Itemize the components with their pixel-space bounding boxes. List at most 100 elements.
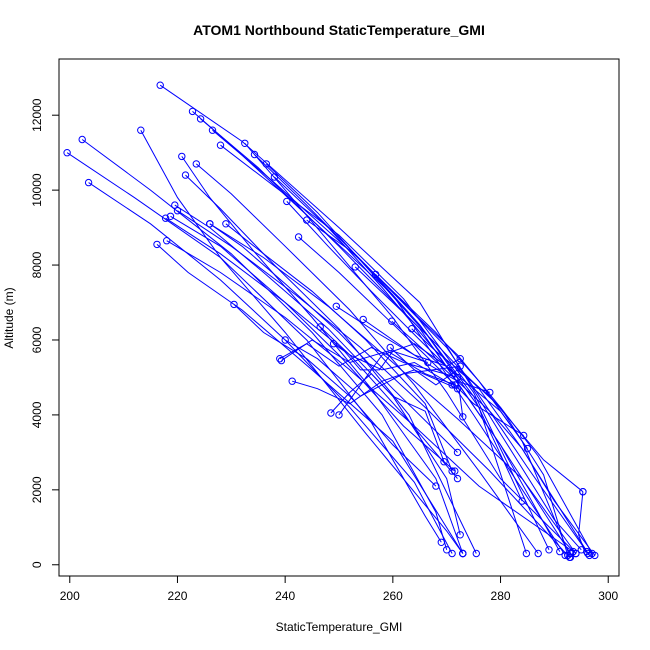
series-line	[177, 210, 570, 558]
data-point	[276, 355, 284, 363]
data-point	[294, 233, 303, 241]
y-axis: 0 2000 4000 6000 8000 10000 12000	[30, 98, 60, 568]
y-tick-label: 6000	[30, 326, 44, 353]
data-point	[181, 171, 190, 179]
series-line	[298, 236, 524, 436]
data-point	[196, 115, 205, 123]
series-line	[391, 320, 596, 556]
series-43	[161, 214, 462, 483]
data-point	[579, 488, 587, 496]
data-point	[459, 549, 467, 558]
series-39	[351, 263, 594, 560]
series-line	[200, 118, 571, 554]
series-line	[354, 266, 590, 556]
data-point	[440, 458, 448, 466]
x-tick-label: 260	[383, 589, 403, 603]
data-point	[437, 538, 445, 546]
data-point	[332, 302, 340, 310]
series-10	[178, 152, 467, 558]
data-point	[522, 549, 531, 558]
series-line	[244, 142, 577, 554]
data-point	[241, 139, 249, 148]
series-14	[270, 173, 564, 556]
data-point	[250, 150, 259, 159]
data-point	[208, 126, 217, 134]
series-line	[333, 343, 428, 371]
data-point	[351, 263, 359, 271]
series-23	[283, 197, 467, 421]
data-point	[572, 549, 580, 558]
data-point	[188, 107, 197, 116]
series-line	[81, 139, 448, 550]
series-24	[216, 141, 553, 554]
series-18	[166, 212, 459, 475]
series-line	[254, 154, 523, 502]
series-30	[329, 340, 432, 371]
series-line	[389, 347, 584, 493]
y-axis-label: Altitude (m)	[2, 287, 16, 348]
x-tick-label: 200	[60, 589, 80, 603]
data-point	[453, 385, 462, 393]
data-point	[327, 409, 335, 417]
series-line	[166, 240, 574, 553]
series-line	[411, 328, 593, 554]
data-point	[166, 212, 175, 221]
series-4	[208, 126, 591, 556]
series-line	[319, 326, 453, 386]
series-42	[173, 207, 574, 561]
series-line	[170, 215, 456, 472]
data-point	[359, 315, 367, 324]
series-line	[195, 163, 539, 554]
data-point	[316, 323, 324, 331]
series-12	[250, 150, 526, 505]
data-point	[206, 220, 214, 228]
series-line	[88, 182, 453, 554]
data-point	[277, 356, 286, 365]
series-19	[230, 300, 440, 490]
data-point	[448, 549, 456, 558]
data-point	[153, 240, 161, 249]
data-point	[448, 467, 456, 475]
series-line	[185, 174, 477, 554]
data-point	[566, 553, 575, 561]
data-point	[584, 549, 592, 558]
data-point	[230, 300, 238, 309]
series-9	[153, 240, 467, 558]
series-line	[140, 129, 464, 554]
data-point	[545, 546, 553, 554]
data-point	[388, 317, 396, 325]
data-point	[453, 474, 462, 483]
series-5	[137, 126, 467, 558]
data-point	[556, 547, 564, 556]
series-16	[192, 160, 542, 558]
series-7	[63, 149, 445, 546]
series-6	[78, 135, 451, 554]
series-line	[292, 369, 458, 405]
x-axis: 200 220 240 260 280 300	[60, 575, 619, 603]
series-41	[206, 220, 580, 558]
data-point	[424, 358, 432, 367]
x-tick-label: 280	[491, 589, 511, 603]
data-point	[216, 141, 225, 149]
data-point	[371, 270, 380, 279]
data-point	[63, 149, 71, 157]
y-tick-label: 10000	[30, 173, 44, 207]
data-point	[161, 214, 170, 222]
series-line	[265, 163, 527, 554]
data-point	[283, 197, 291, 206]
data-point	[588, 549, 596, 558]
data-point	[281, 336, 289, 344]
y-tick-label: 8000	[30, 251, 44, 278]
series-line	[362, 318, 490, 393]
data-point	[520, 431, 528, 440]
chart-title: ATOM1 Northbound StaticTemperature_GMI	[193, 22, 485, 38]
series-line	[156, 244, 464, 554]
series-1	[156, 81, 585, 554]
x-tick-label: 220	[167, 589, 187, 603]
series-layer	[63, 81, 599, 561]
data-point	[288, 377, 296, 385]
data-point	[329, 340, 338, 348]
series-line	[159, 84, 582, 551]
data-point	[163, 237, 171, 245]
